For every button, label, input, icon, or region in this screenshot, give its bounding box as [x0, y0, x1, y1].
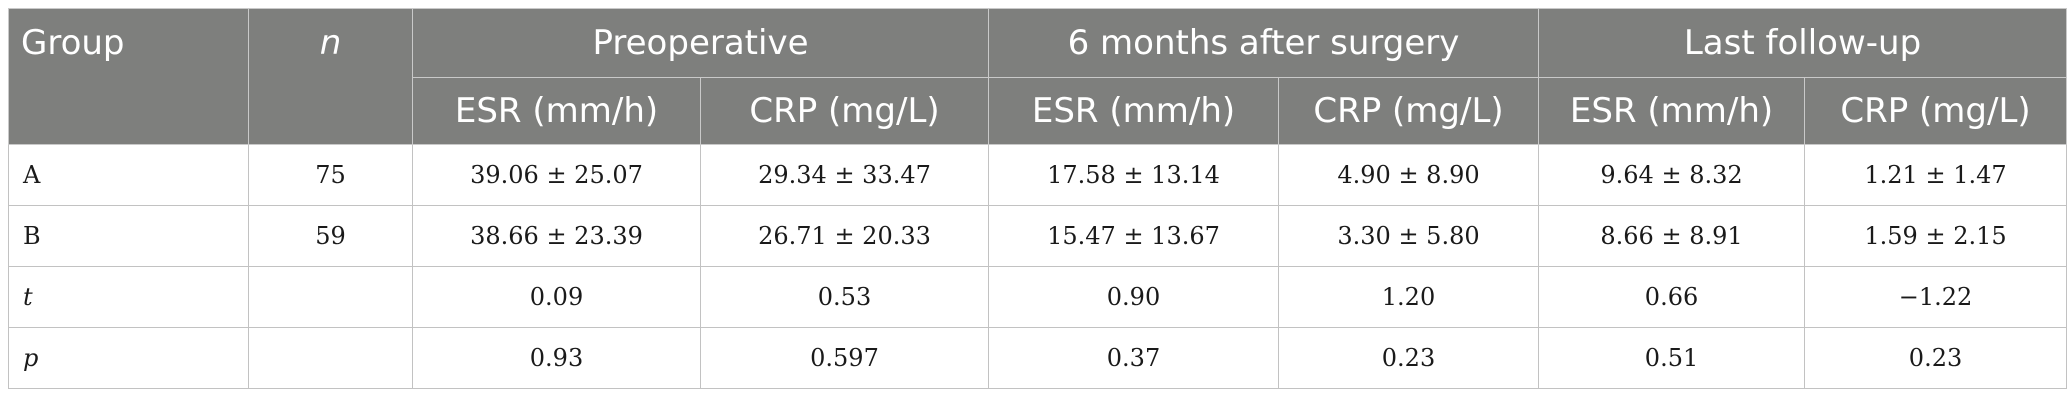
cell-pre-crp: 26.71 ± 20.33: [700, 205, 989, 267]
cell-6m-esr: 0.90: [988, 266, 1279, 328]
cell-lf-esr: 8.66 ± 8.91: [1538, 205, 1806, 267]
cell-6m-crp: 3.30 ± 5.80: [1277, 205, 1540, 267]
cell-6m-esr: 15.47 ± 13.67: [988, 205, 1279, 267]
table-row: B 59 38.66 ± 23.39 26.71 ± 20.33 15.47 ±…: [8, 205, 2068, 267]
cell-pre-esr: 0.09: [412, 266, 701, 328]
header-preoperative: Preoperative: [412, 8, 989, 78]
cell-lf-esr: 9.64 ± 8.32: [1538, 144, 1806, 206]
header-6m-esr: ESR (mm/h): [988, 77, 1279, 145]
cell-pre-crp: 29.34 ± 33.47: [700, 144, 989, 206]
row-n: [248, 327, 413, 389]
table-header: Group n Preoperative 6 months after surg…: [8, 8, 2068, 145]
cell-6m-crp: 0.23: [1277, 327, 1540, 389]
header-lf-crp: CRP (mg/L): [1804, 77, 2068, 145]
row-n: 59: [248, 205, 413, 267]
table-row: p 0.93 0.597 0.37 0.23 0.51 0.23: [8, 327, 2068, 389]
cell-6m-esr: 0.37: [988, 327, 1279, 389]
row-n: 75: [248, 144, 413, 206]
header-last-follow-up: Last follow-up: [1538, 8, 2068, 78]
cell-pre-esr: 0.93: [412, 327, 701, 389]
esr-crp-table: Group n Preoperative 6 months after surg…: [8, 8, 2068, 389]
row-n: [248, 266, 413, 328]
table-body: A 75 39.06 ± 25.07 29.34 ± 33.47 17.58 ±…: [8, 144, 2068, 389]
header-6m-crp: CRP (mg/L): [1277, 77, 1540, 145]
header-lf-esr: ESR (mm/h): [1538, 77, 1806, 145]
row-label: B: [8, 205, 249, 267]
table-row: A 75 39.06 ± 25.07 29.34 ± 33.47 17.58 ±…: [8, 144, 2068, 206]
cell-pre-crp: 0.597: [700, 327, 989, 389]
header-group: Group: [8, 8, 249, 145]
table-container: Group n Preoperative 6 months after surg…: [8, 8, 2068, 389]
cell-6m-crp: 4.90 ± 8.90: [1277, 144, 1540, 206]
row-label: p: [8, 327, 249, 389]
row-label: A: [8, 144, 249, 206]
cell-pre-esr: 39.06 ± 25.07: [412, 144, 701, 206]
table-row: t 0.09 0.53 0.90 1.20 0.66 −1.22: [8, 266, 2068, 328]
cell-lf-crp: 1.21 ± 1.47: [1804, 144, 2068, 206]
header-6-months: 6 months after surgery: [987, 8, 1540, 78]
cell-lf-esr: 0.66: [1538, 266, 1806, 328]
cell-pre-esr: 38.66 ± 23.39: [412, 205, 701, 267]
cell-6m-esr: 17.58 ± 13.14: [988, 144, 1279, 206]
header-n: n: [248, 8, 413, 145]
header-pre-esr: ESR (mm/h): [412, 77, 701, 145]
cell-6m-crp: 1.20: [1277, 266, 1540, 328]
cell-pre-crp: 0.53: [700, 266, 989, 328]
cell-lf-esr: 0.51: [1538, 327, 1806, 389]
row-label: t: [8, 266, 249, 328]
cell-lf-crp: 1.59 ± 2.15: [1804, 205, 2068, 267]
header-pre-crp: CRP (mg/L): [700, 77, 989, 145]
cell-lf-crp: 0.23: [1804, 327, 2068, 389]
cell-lf-crp: −1.22: [1804, 266, 2068, 328]
